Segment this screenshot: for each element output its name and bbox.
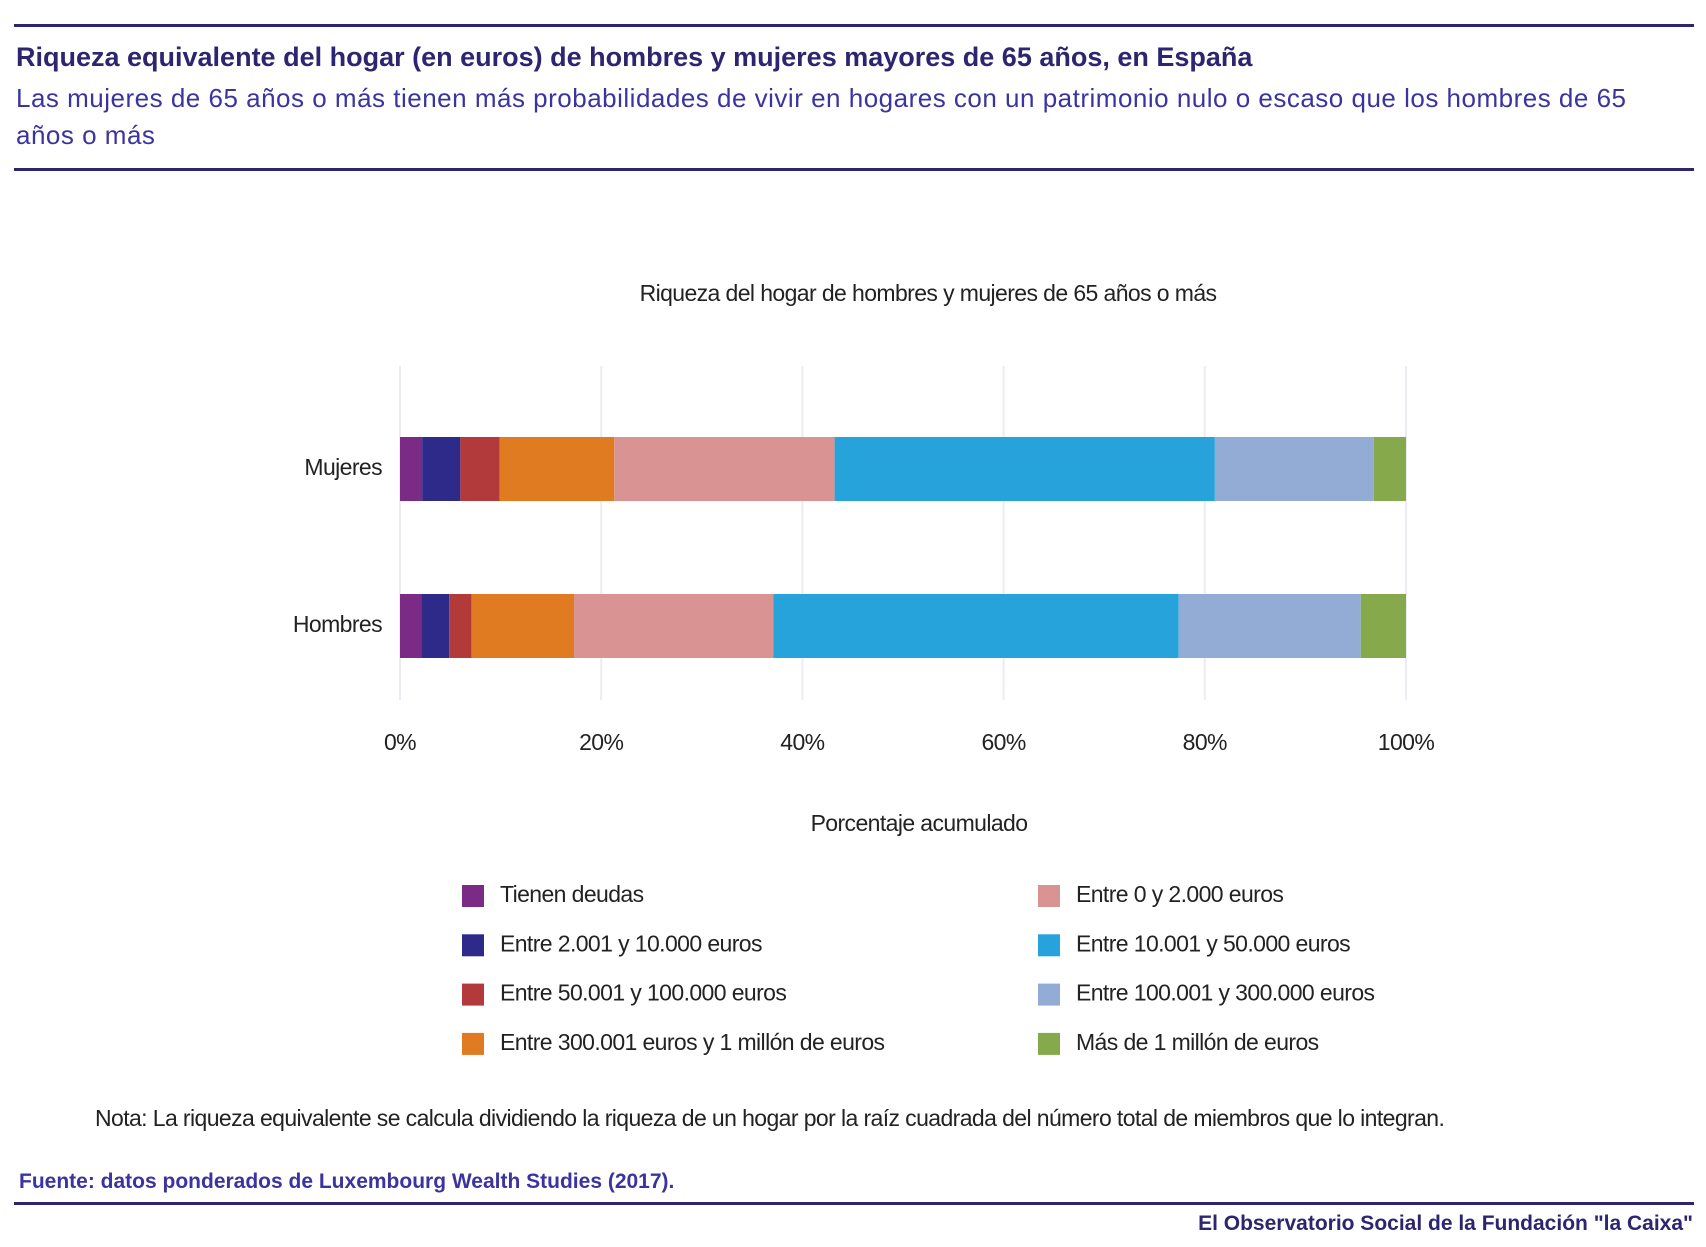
- legend-label: Entre 10.001 y 50.000 euros: [1076, 930, 1350, 956]
- bar-segment: [400, 437, 423, 501]
- bar-segment: [400, 594, 422, 658]
- chart-title: Riqueza del hogar de hombres y mujeres d…: [640, 280, 1217, 306]
- legend-swatch: [1038, 1032, 1060, 1055]
- bar-segment: [574, 594, 774, 658]
- legend-swatch: [1038, 885, 1060, 907]
- footer: El Observatorio Social de la Fundación "…: [1198, 1212, 1693, 1235]
- legend-swatch: [462, 1032, 484, 1055]
- x-tick-label: 20%: [579, 729, 623, 755]
- bar-segment: [471, 594, 575, 658]
- legend-label: Entre 300.001 euros y 1 millón de euros: [500, 1029, 885, 1055]
- x-tick-label: 0%: [384, 729, 416, 755]
- bar-segment: [1178, 594, 1361, 658]
- bar-segment: [1360, 594, 1406, 658]
- legend-swatch: [1038, 934, 1060, 957]
- bar-segment: [834, 437, 1215, 501]
- chart: Riqueza del hogar de hombres y mujeres d…: [95, 280, 1445, 1131]
- legend-swatch: [462, 934, 484, 957]
- legend-label: Tienen deudas: [500, 881, 644, 907]
- bar-segment: [421, 594, 450, 658]
- legend-label: Entre 2.001 y 10.000 euros: [500, 930, 762, 956]
- legend-label: Más de 1 millón de euros: [1076, 1029, 1319, 1055]
- note: Nota: La riqueza equivalente se calcula …: [95, 1105, 1444, 1131]
- y-tick-label: Hombres: [293, 611, 382, 637]
- legend-label: Entre 0 y 2.000 euros: [1076, 881, 1283, 907]
- bar-segment: [773, 594, 1179, 658]
- legend-swatch: [462, 983, 484, 1006]
- x-tick-label: 80%: [1183, 729, 1227, 755]
- y-tick-label: Mujeres: [304, 454, 382, 480]
- top-rule: [14, 24, 1694, 27]
- bar-segment: [499, 437, 615, 501]
- page-subtitle: Las mujeres de 65 años o más tienen más …: [16, 83, 1627, 150]
- legend-swatch: [1038, 983, 1060, 1006]
- bar-segment: [614, 437, 835, 501]
- legend-label: Entre 50.001 y 100.000 euros: [500, 980, 786, 1006]
- footer-rule: [14, 1202, 1694, 1205]
- source: Fuente: datos ponderados de Luxembourg W…: [19, 1170, 675, 1193]
- x-tick-label: 40%: [780, 729, 824, 755]
- page-title: Riqueza equivalente del hogar (en euros)…: [16, 42, 1253, 72]
- x-tick-label: 100%: [1378, 729, 1435, 755]
- x-axis-label: Porcentaje acumulado: [811, 810, 1028, 836]
- header-rule: [14, 168, 1694, 171]
- bar-segment: [1373, 437, 1406, 501]
- bar-segment: [422, 437, 461, 501]
- legend-label: Entre 100.001 y 300.000 euros: [1076, 980, 1375, 1006]
- bar-segment: [1214, 437, 1374, 501]
- x-tick-label: 60%: [981, 729, 1025, 755]
- bar-segment: [460, 437, 500, 501]
- legend-swatch: [462, 885, 484, 907]
- bar-segment: [449, 594, 472, 658]
